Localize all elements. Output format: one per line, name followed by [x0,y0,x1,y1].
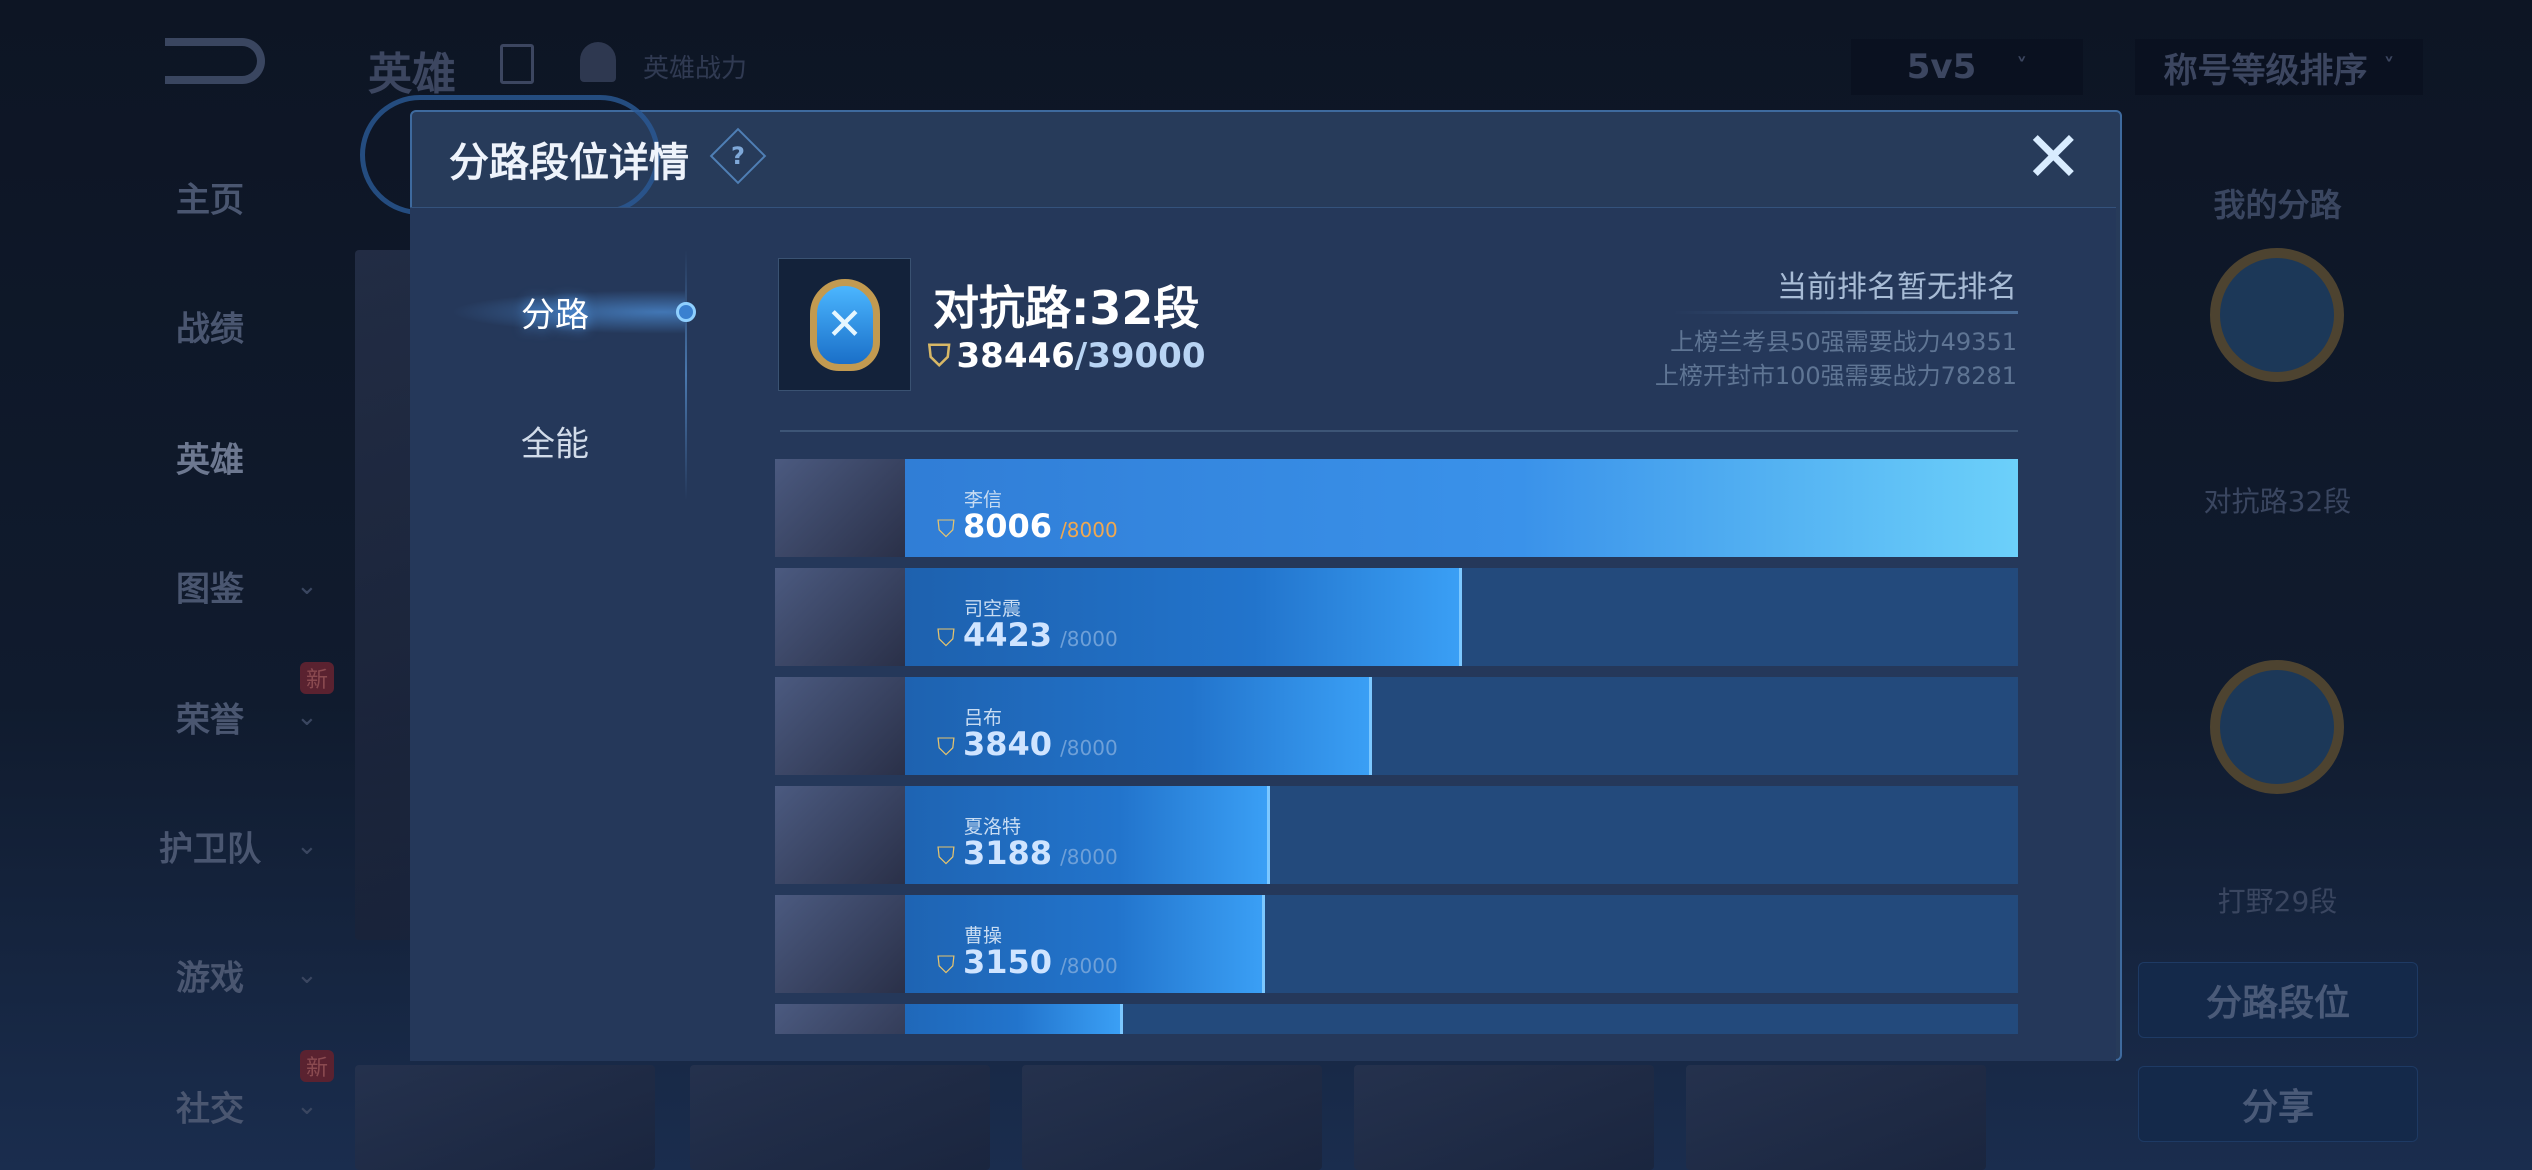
back-icon[interactable] [165,38,265,84]
header-title: 英雄 [368,49,456,100]
tab-lane[interactable]: 分路 [521,295,589,336]
hero-portrait [775,786,905,884]
lane-score: ⛉ 38446/39000 [928,336,1206,376]
chevron-down-icon: ˅ [2383,54,2395,80]
hero-card[interactable] [355,1065,655,1170]
sidebar-item-guard[interactable]: 护卫队 [159,829,261,870]
tab-glow [450,290,686,334]
sidebar-item-honor[interactable]: 荣誉 [176,700,244,741]
city-requirement: 上榜开封市100强需要战力78281 [1654,362,2017,390]
tab-all-round[interactable]: 全能 [521,424,589,465]
hero-row[interactable] [775,1004,2018,1034]
hero-row[interactable]: 司空震 ⛉ 4423/8000 [775,568,2018,666]
hero-row[interactable]: 吕布 ⛉ 3840/8000 [775,677,2018,775]
hero-card[interactable] [355,250,415,940]
chevron-down-icon: ⌄ [296,702,318,732]
chevron-down-icon: ˅ [2016,54,2028,80]
hero-card[interactable] [690,1065,990,1170]
new-badge: 新 [300,662,335,694]
power-shield-icon: ⛉ [937,951,955,979]
modal-title: 分路段位详情 [449,140,689,186]
mode-value: 5v5 [1906,47,1977,87]
power-shield-icon: ⛉ [937,515,955,543]
hero-score: ⛉ 3188/8000 [937,834,1118,872]
hero-portrait [775,1004,905,1034]
divider [780,430,2018,432]
sidebar-item-game[interactable]: 游戏 [176,958,244,999]
hero-portrait [775,459,905,557]
lane-rank-button[interactable]: 分路段位 [2138,962,2418,1038]
sort-dropdown[interactable]: 称号等级排序 ˅ [2135,39,2423,95]
hero-card[interactable] [1686,1065,1986,1170]
power-shield-icon: ⛉ [937,624,955,652]
sort-value: 称号等级排序 [2163,50,2368,91]
power-shield-icon: ⛉ [928,338,951,374]
lane-emblem: ✕ [778,258,911,391]
hero-name: 李信 [964,489,1003,511]
sidebar-item-hero[interactable]: 英雄 [176,440,244,481]
my-lanes-title: 我的分路 [2213,186,2342,224]
hero-score: ⛉ 8006/8000 [937,507,1118,545]
sidebar-item-social[interactable]: 社交 [176,1089,244,1130]
tab-divider [685,250,687,500]
hero-score: ⛉ 3840/8000 [937,725,1118,763]
hero-score: ⛉ 4423/8000 [937,616,1118,654]
rank-underline [1672,311,2018,314]
hero-row[interactable]: 曹操 ⛉ 3150/8000 [775,895,2018,993]
hero-score: ⛉ 3150/8000 [937,943,1118,981]
rank-status: 当前排名暂无排名 [1777,270,2017,305]
hero-portrait [775,568,905,666]
chevron-down-icon: ⌄ [296,831,318,861]
tab-indicator [676,302,696,322]
hero-power-label[interactable]: 英雄战力 [643,54,748,84]
hero-row[interactable]: 李信 ⛉ 8006/8000 [775,459,2018,557]
sidebar-item-codex[interactable]: 图鉴 [176,569,244,610]
hero-name: 夏洛特 [964,816,1022,838]
hero-portrait [775,677,905,775]
jungle-emblem-icon [2210,660,2344,794]
lane-label: 打野29段 [2217,885,2338,918]
crossed-swords-icon: ✕ [809,278,880,371]
chevron-down-icon: ⌄ [296,960,318,990]
hero-power-icon[interactable] [580,42,616,82]
county-requirement: 上榜兰考县50强需要战力49351 [1670,328,2017,356]
top-lane-emblem-icon [2210,248,2344,382]
new-badge: 新 [300,1050,335,1082]
hero-name: 吕布 [964,707,1003,729]
chevron-down-icon: ⌄ [296,1091,318,1121]
hero-card[interactable] [1354,1065,1654,1170]
progress-fill [775,459,2018,557]
share-button[interactable]: 分享 [2138,1066,2418,1142]
mode-dropdown[interactable]: 5v5 ˅ [1851,39,2083,95]
hero-name: 司空震 [964,598,1022,620]
lane-label: 对抗路32段 [2203,485,2352,518]
sidebar-item-home[interactable]: 主页 [176,180,244,221]
hero-portrait [775,895,905,993]
power-shield-icon: ⛉ [937,842,955,870]
hero-card[interactable] [1022,1065,1322,1170]
hero-row[interactable]: 夏洛特 ⛉ 3188/8000 [775,786,2018,884]
close-icon[interactable]: ✕ [2024,116,2083,198]
sidebar-item-record[interactable]: 战绩 [176,309,244,350]
chevron-down-icon: ⌄ [296,571,318,601]
lane-title: 对抗路:32段 [933,281,1200,335]
hero-name: 曹操 [964,925,1003,947]
list-icon[interactable] [500,44,534,84]
power-shield-icon: ⛉ [937,733,955,761]
